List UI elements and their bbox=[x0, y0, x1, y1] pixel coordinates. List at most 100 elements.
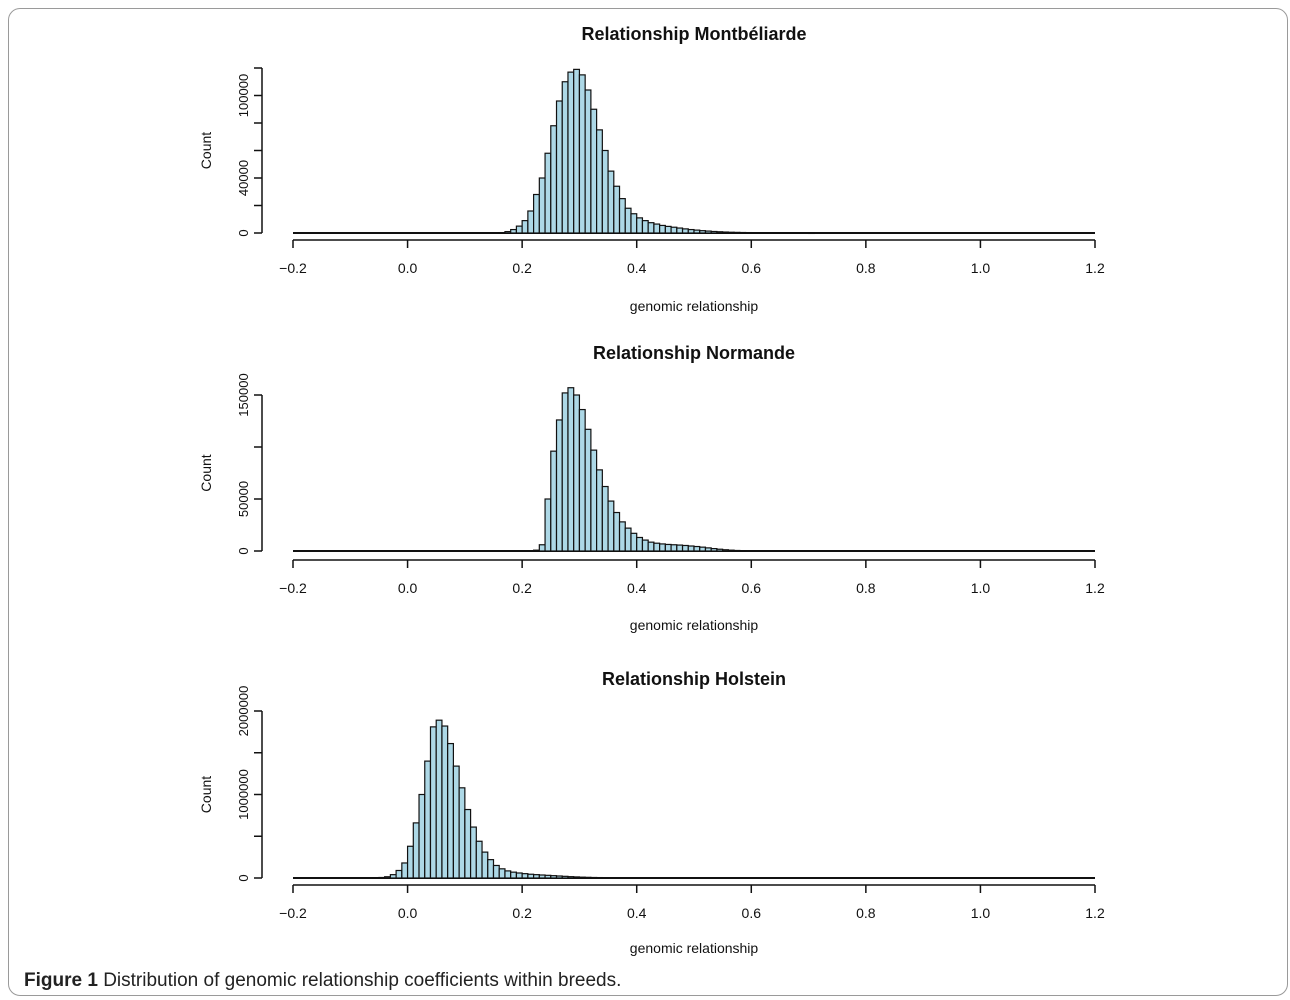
figure-caption: Figure 1 Distribution of genomic relatio… bbox=[24, 970, 621, 992]
histogram-bar bbox=[452, 765, 460, 879]
histogram-bar bbox=[681, 544, 689, 552]
histogram-bar bbox=[527, 873, 535, 879]
histogram-bar bbox=[573, 394, 581, 552]
histogram-bar bbox=[647, 541, 655, 552]
histogram-bar bbox=[773, 232, 781, 234]
histogram-bar bbox=[544, 152, 552, 234]
histogram-bar bbox=[521, 220, 529, 234]
histogram-bar bbox=[653, 542, 661, 552]
histogram-bar bbox=[659, 543, 666, 552]
y-tick-label: 0 bbox=[236, 547, 251, 554]
histogram-bar bbox=[475, 840, 483, 879]
x-tick-label: 0.0 bbox=[398, 905, 418, 921]
histogram-bar bbox=[573, 876, 581, 879]
histogram-bar bbox=[498, 868, 506, 879]
histogram-bar bbox=[527, 210, 535, 234]
y-axis-label: Count bbox=[198, 454, 214, 491]
x-tick-label: −0.2 bbox=[279, 260, 307, 276]
histogram-bar bbox=[584, 428, 592, 552]
histogram-bar bbox=[664, 225, 672, 234]
histogram-bar bbox=[510, 228, 518, 234]
histogram-bar bbox=[750, 232, 758, 234]
histogram-bar bbox=[498, 231, 506, 234]
panel-3: Relationship Holstein −0.2 0.0 0.2 0.4 0.6 0.8… bbox=[198, 669, 1105, 956]
x-tick-label: 1.2 bbox=[1085, 580, 1105, 596]
y-axis: 0 50000 150000 bbox=[236, 373, 263, 555]
histogram-bar bbox=[384, 876, 391, 879]
histogram-bar bbox=[704, 547, 712, 552]
histogram-bar bbox=[693, 545, 701, 552]
x-axis: −0.2 0.0 0.2 0.4 0.6 0.8 1.0 1.2 bbox=[279, 559, 1105, 596]
histogram-bar bbox=[550, 450, 558, 552]
x-axis-label: genomic relationship bbox=[630, 298, 759, 314]
histogram-bar bbox=[687, 228, 695, 234]
histogram-bar bbox=[659, 224, 666, 234]
histogram-bar bbox=[676, 227, 684, 234]
histogram-bar bbox=[601, 877, 609, 879]
histogram-bar bbox=[538, 544, 546, 552]
x-tick-label: 1.0 bbox=[971, 580, 991, 596]
histogram-bar bbox=[699, 546, 707, 552]
histogram-bar bbox=[590, 108, 598, 234]
histogram-bar bbox=[739, 550, 747, 552]
histogram-bar bbox=[710, 230, 718, 234]
histogram-bar bbox=[596, 876, 603, 879]
histogram-bar bbox=[596, 469, 603, 552]
histogram-bar bbox=[544, 498, 552, 552]
histogram-bar bbox=[401, 862, 409, 879]
histogram-bar bbox=[767, 232, 775, 234]
y-tick-label: 50000 bbox=[236, 481, 251, 517]
x-axis: −0.2 0.0 0.2 0.4 0.6 0.8 1.0 1.2 bbox=[279, 239, 1105, 276]
histogram-bar bbox=[807, 232, 815, 235]
histogram-bar bbox=[389, 874, 397, 879]
histogram-bar bbox=[762, 232, 770, 234]
histogram-bar bbox=[779, 232, 787, 234]
x-tick-label: 0.6 bbox=[742, 905, 762, 921]
histogram-bar bbox=[550, 875, 558, 879]
histogram-bar bbox=[590, 449, 598, 552]
figure-panels: Relationship Montbéliarde −0.2 0.0 0.2 0.4 0.… bbox=[198, 24, 1105, 956]
histogram-bar bbox=[504, 231, 512, 234]
histogram-bar bbox=[567, 71, 575, 234]
histogram-bar bbox=[607, 170, 615, 234]
y-tick-label: 0 bbox=[236, 229, 251, 236]
x-tick-label: 0.8 bbox=[856, 260, 876, 276]
histogram-bar bbox=[412, 822, 420, 879]
histogram-bar bbox=[596, 129, 603, 234]
histogram-bar bbox=[584, 89, 592, 234]
histogram-bar bbox=[636, 217, 644, 234]
histogram-bar bbox=[447, 742, 454, 879]
x-tick-label: 0.6 bbox=[742, 260, 762, 276]
histogram-bar bbox=[727, 549, 735, 552]
histogram-bar bbox=[716, 548, 724, 552]
histogram-bar bbox=[607, 500, 615, 552]
histogram-bar bbox=[676, 544, 684, 552]
histogram-bar bbox=[567, 876, 575, 879]
histogram-bar bbox=[504, 870, 512, 879]
y-tick-label: 0 bbox=[236, 874, 251, 881]
histogram-bar bbox=[487, 859, 495, 879]
x-tick-label: 1.0 bbox=[971, 905, 991, 921]
histogram-bar bbox=[636, 536, 644, 552]
histogram-bar bbox=[538, 874, 546, 879]
caption-text: Distribution of genomic relationship coe… bbox=[103, 970, 622, 991]
x-tick-label: 0.4 bbox=[627, 905, 647, 921]
histogram-bar bbox=[521, 873, 529, 879]
histogram-bar bbox=[555, 875, 563, 879]
x-tick-label: 0.8 bbox=[856, 905, 876, 921]
y-axis-label: Count bbox=[198, 132, 214, 169]
x-tick-label: 1.2 bbox=[1085, 905, 1105, 921]
histogram-bar bbox=[722, 231, 729, 234]
histogram-bar bbox=[601, 149, 609, 234]
x-tick-label: 0.0 bbox=[398, 260, 418, 276]
y-tick-label: 2000000 bbox=[236, 686, 251, 737]
x-axis-label: genomic relationship bbox=[630, 617, 759, 633]
histogram-bar bbox=[578, 74, 586, 234]
x-tick-label: 1.0 bbox=[971, 260, 991, 276]
y-tick-label: 100000 bbox=[236, 74, 251, 117]
histogram-bar bbox=[653, 223, 661, 234]
histogram-bar bbox=[567, 387, 575, 552]
x-tick-label: −0.2 bbox=[279, 580, 307, 596]
histogram-bar bbox=[469, 826, 477, 879]
histogram-bar bbox=[647, 222, 655, 234]
